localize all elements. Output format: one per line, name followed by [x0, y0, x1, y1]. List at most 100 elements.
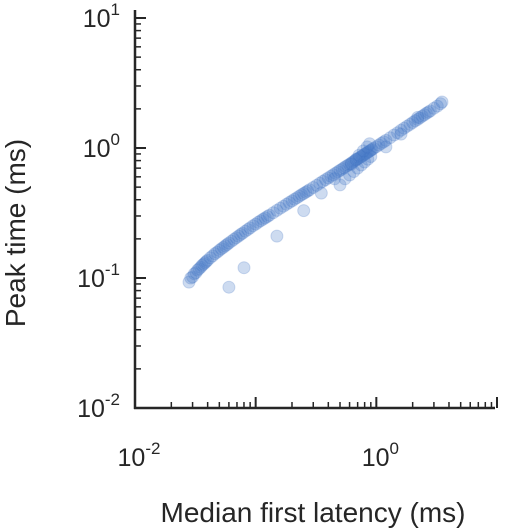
data-point [349, 153, 363, 167]
data-point [403, 117, 417, 131]
data-point [355, 149, 369, 163]
x-axis-title: Median first latency (ms) [161, 497, 466, 528]
data-point [361, 145, 375, 159]
data-point [331, 165, 345, 179]
data-point [352, 151, 366, 165]
major-ticks [134, 17, 498, 409]
data-point [189, 266, 203, 280]
data-point [238, 224, 252, 238]
data-point [186, 270, 200, 284]
data-point [299, 185, 313, 199]
data-point [387, 128, 401, 142]
data-point [234, 228, 248, 241]
data-point [337, 161, 351, 175]
data-point [313, 176, 327, 190]
data-point [415, 109, 429, 123]
data-point [343, 157, 357, 171]
data-point [292, 189, 306, 203]
data-point [329, 166, 343, 180]
data-point [374, 136, 388, 150]
data-point [339, 160, 353, 173]
data-point [335, 162, 349, 176]
data-point [216, 240, 230, 254]
data-point [358, 155, 372, 169]
data-point [358, 147, 372, 161]
data-point [232, 229, 245, 243]
data-point [280, 197, 293, 211]
data-point [277, 199, 290, 213]
data-point [326, 168, 340, 182]
data-point [241, 223, 255, 236]
data-point [301, 184, 315, 198]
data-point [227, 232, 241, 246]
data-point [408, 114, 422, 128]
data-point [361, 152, 375, 166]
data-point [243, 221, 257, 235]
data-point [400, 119, 414, 133]
data-point [195, 258, 209, 272]
data-point [397, 121, 411, 135]
data-point [295, 188, 308, 202]
data-point [341, 158, 355, 172]
data-point [354, 158, 368, 172]
data-point [310, 178, 324, 192]
data-point [372, 138, 386, 152]
data-point [222, 280, 236, 294]
data-point [356, 148, 370, 162]
data-point [379, 133, 393, 147]
data-point [377, 135, 391, 149]
data-point [184, 271, 198, 285]
data-point [194, 260, 208, 274]
data-point [314, 186, 328, 200]
x-tick-label: 10-2 [118, 439, 161, 472]
data-point [251, 215, 265, 229]
data-point [367, 141, 381, 155]
data-point [214, 242, 228, 256]
data-point [260, 210, 274, 223]
data-point [201, 253, 215, 267]
data-point [273, 201, 287, 215]
data-point [406, 116, 420, 129]
data-point [391, 126, 405, 140]
y-tick-labels: 10-2 10-1 100 101 [77, 0, 120, 423]
minor-ticks [135, 23, 493, 408]
data-point [199, 255, 213, 268]
data-point [218, 239, 232, 253]
data-point [394, 123, 408, 137]
data-point [356, 144, 370, 158]
data-point [435, 95, 449, 109]
data-point [306, 181, 320, 194]
data-point [288, 192, 301, 206]
data-point [319, 173, 333, 187]
data-point [347, 165, 361, 178]
data-point [343, 168, 357, 182]
data-point [364, 150, 378, 163]
data-point [351, 161, 365, 175]
data-point [192, 262, 206, 276]
data-point [321, 171, 335, 185]
data-point [290, 191, 304, 205]
data-point [303, 183, 317, 197]
data-point [421, 105, 435, 119]
data-point [236, 226, 250, 240]
data-point [266, 206, 280, 220]
data-point [222, 236, 236, 250]
data-point [208, 247, 222, 261]
y-tick-label: 10-2 [77, 390, 120, 423]
data-point [249, 217, 263, 231]
data-point [383, 131, 397, 145]
data-point [352, 148, 366, 162]
data-point [270, 229, 284, 243]
data-point [328, 172, 341, 186]
data-point [346, 155, 360, 169]
data-point [349, 152, 363, 166]
y-tick-label: 10-1 [77, 260, 120, 293]
data-point [203, 251, 217, 265]
data-point [297, 204, 311, 218]
data-point [417, 108, 431, 122]
data-point [394, 127, 408, 141]
data-point [360, 140, 374, 154]
y-axis-title: Peak time (ms) [0, 139, 31, 327]
y-tick-label: 100 [83, 130, 120, 163]
data-point [430, 99, 444, 113]
